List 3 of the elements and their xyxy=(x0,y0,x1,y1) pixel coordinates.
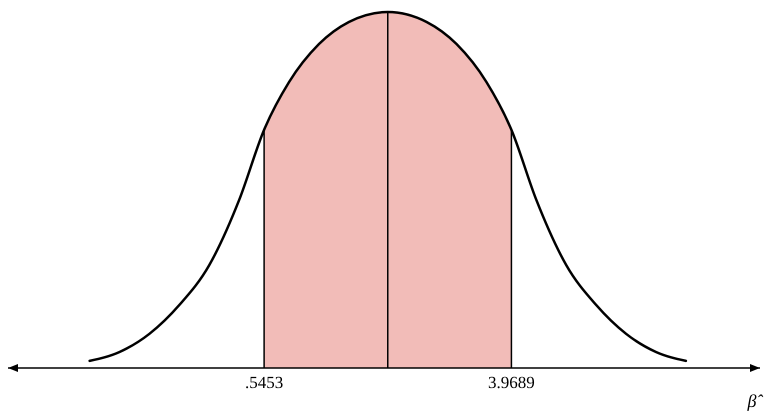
x-axis-title: β̂ xyxy=(746,391,764,411)
x-tick-label: 3.9689 xyxy=(488,373,535,392)
x-tick-label: .5453 xyxy=(244,373,284,392)
